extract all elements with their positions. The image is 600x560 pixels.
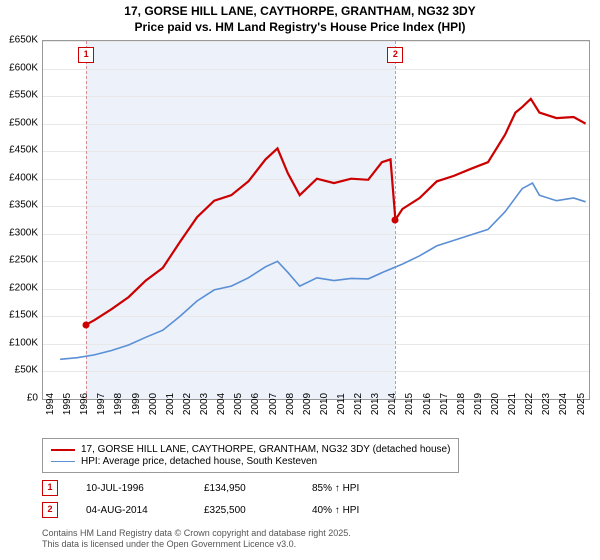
y-tick-label: £100K — [2, 337, 38, 348]
x-tick-label: 2009 — [302, 393, 313, 415]
x-tick-label: 1998 — [113, 393, 124, 415]
x-tick-label: 2003 — [199, 393, 210, 415]
legend: 17, GORSE HILL LANE, CAYTHORPE, GRANTHAM… — [42, 438, 459, 473]
y-tick-label: £250K — [2, 255, 38, 266]
y-tick-label: £150K — [2, 310, 38, 321]
x-tick-label: 2016 — [422, 393, 433, 415]
x-tick-label: 2015 — [404, 393, 415, 415]
y-tick-label: £50K — [2, 365, 38, 376]
x-tick-label: 2011 — [336, 393, 347, 415]
x-tick-label: 2024 — [558, 393, 569, 415]
y-tick-label: £350K — [2, 200, 38, 211]
x-tick-label: 1999 — [131, 393, 142, 415]
legend-row: 17, GORSE HILL LANE, CAYTHORPE, GRANTHAM… — [51, 444, 450, 455]
y-tick-label: £400K — [2, 172, 38, 183]
x-tick-label: 1996 — [79, 393, 90, 415]
legend-label: 17, GORSE HILL LANE, CAYTHORPE, GRANTHAM… — [81, 444, 450, 455]
series-svg — [43, 41, 589, 399]
title-line-1: 17, GORSE HILL LANE, CAYTHORPE, GRANTHAM… — [124, 4, 475, 18]
series-hpi — [60, 183, 586, 359]
y-tick-label: £200K — [2, 282, 38, 293]
y-tick-label: £550K — [2, 90, 38, 101]
footer-attribution: Contains HM Land Registry data © Crown c… — [42, 528, 351, 551]
y-tick-label: £650K — [2, 35, 38, 46]
y-tick-label: £500K — [2, 117, 38, 128]
event-row: 2 04-AUG-2014 £325,500 40% ↑ HPI — [42, 502, 359, 518]
x-tick-label: 2021 — [507, 393, 518, 415]
legend-swatch — [51, 449, 75, 451]
x-tick-label: 2018 — [456, 393, 467, 415]
chart-title: 17, GORSE HILL LANE, CAYTHORPE, GRANTHAM… — [0, 0, 600, 35]
event-price: £134,950 — [204, 483, 284, 494]
x-tick-label: 2004 — [216, 393, 227, 415]
title-line-2: Price paid vs. HM Land Registry's House … — [135, 20, 466, 34]
x-tick-label: 2012 — [353, 393, 364, 415]
event-row: 1 10-JUL-1996 £134,950 85% ↑ HPI — [42, 480, 359, 496]
y-tick-label: £600K — [2, 62, 38, 73]
x-tick-label: 2001 — [165, 393, 176, 415]
event-row-marker: 2 — [42, 502, 58, 518]
event-price: £325,500 — [204, 505, 284, 516]
event-table: 1 10-JUL-1996 £134,950 85% ↑ HPI 2 04-AUG-201… — [42, 480, 359, 524]
y-tick-label: £450K — [2, 145, 38, 156]
x-tick-label: 2022 — [524, 393, 535, 415]
x-tick-label: 2000 — [148, 393, 159, 415]
series-marker — [83, 321, 90, 328]
x-tick-label: 1994 — [45, 393, 56, 415]
plot-area: 12 — [42, 40, 590, 400]
x-tick-label: 2006 — [250, 393, 261, 415]
series-price_paid — [86, 99, 585, 325]
x-tick-label: 2020 — [490, 393, 501, 415]
x-tick-label: 2005 — [233, 393, 244, 415]
chart-container: 17, GORSE HILL LANE, CAYTHORPE, GRANTHAM… — [0, 0, 600, 560]
legend-swatch — [51, 461, 75, 462]
event-row-marker: 1 — [42, 480, 58, 496]
series-marker — [392, 216, 399, 223]
y-tick-label: £300K — [2, 227, 38, 238]
legend-row: HPI: Average price, detached house, Sout… — [51, 456, 450, 467]
event-date: 10-JUL-1996 — [86, 483, 176, 494]
legend-label: HPI: Average price, detached house, Sout… — [81, 456, 317, 467]
y-tick-label: £0 — [2, 393, 38, 404]
x-tick-label: 2008 — [285, 393, 296, 415]
x-tick-label: 2013 — [370, 393, 381, 415]
x-tick-label: 2023 — [541, 393, 552, 415]
x-tick-label: 2010 — [319, 393, 330, 415]
event-date: 04-AUG-2014 — [86, 505, 176, 516]
x-tick-label: 1995 — [62, 393, 73, 415]
x-tick-label: 2017 — [439, 393, 450, 415]
x-tick-label: 2019 — [473, 393, 484, 415]
x-tick-label: 2007 — [268, 393, 279, 415]
x-tick-label: 2002 — [182, 393, 193, 415]
x-tick-label: 2014 — [387, 393, 398, 415]
event-delta: 40% ↑ HPI — [312, 505, 359, 516]
x-tick-label: 2025 — [576, 393, 587, 415]
footer-line-1: Contains HM Land Registry data © Crown c… — [42, 528, 351, 538]
footer-line-2: This data is licensed under the Open Gov… — [42, 539, 296, 549]
x-tick-label: 1997 — [96, 393, 107, 415]
event-delta: 85% ↑ HPI — [312, 483, 359, 494]
